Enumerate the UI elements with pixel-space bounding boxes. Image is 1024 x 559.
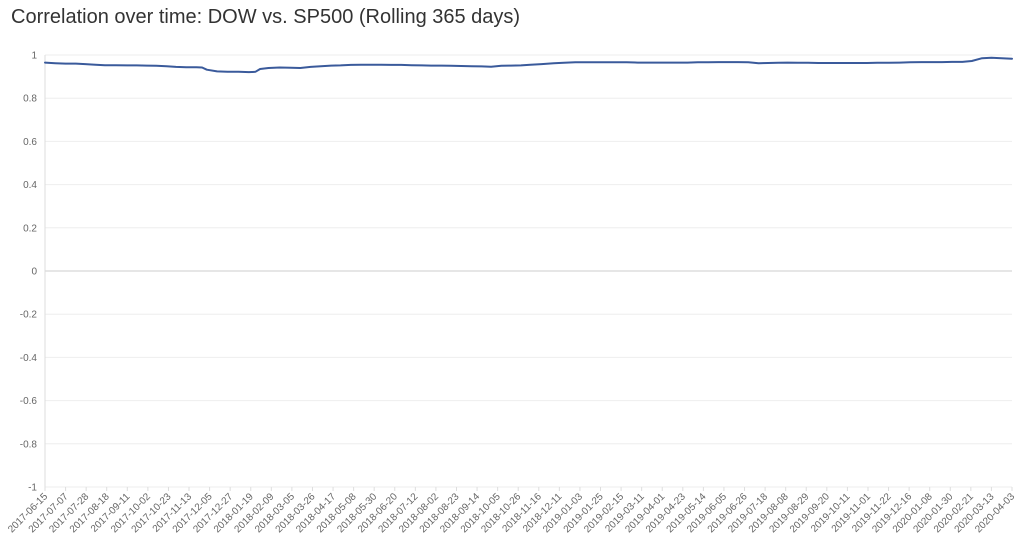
x-axis: 2017-06-152017-07-072017-07-282017-08-18… bbox=[6, 487, 1017, 535]
y-tick-label: -0.2 bbox=[20, 310, 38, 321]
series-layer bbox=[44, 56, 1013, 74]
y-tick-label: -0.8 bbox=[20, 439, 38, 450]
y-tick-label: 0.8 bbox=[23, 94, 37, 105]
y-tick-label: -0.6 bbox=[20, 396, 38, 407]
series-line[interactable] bbox=[44, 56, 1013, 74]
chart-title: Correlation over time: DOW vs. SP500 (Ro… bbox=[11, 6, 521, 28]
y-tick-label: -0.4 bbox=[20, 353, 38, 364]
y-tick-label: 0 bbox=[31, 267, 37, 278]
y-tick-label: -1 bbox=[28, 483, 37, 494]
y-tick-label: 0.4 bbox=[23, 180, 37, 191]
y-tick-label: 0.6 bbox=[23, 137, 37, 148]
y-axis: 1 0.8 0.6 0.4 0.2 0 -0.2 -0.4 -0.6 -0.8 -1 bbox=[20, 51, 46, 494]
gridlines bbox=[45, 54, 1012, 488]
y-tick-label: 0.2 bbox=[23, 223, 37, 234]
y-tick-label: 1 bbox=[31, 51, 37, 62]
